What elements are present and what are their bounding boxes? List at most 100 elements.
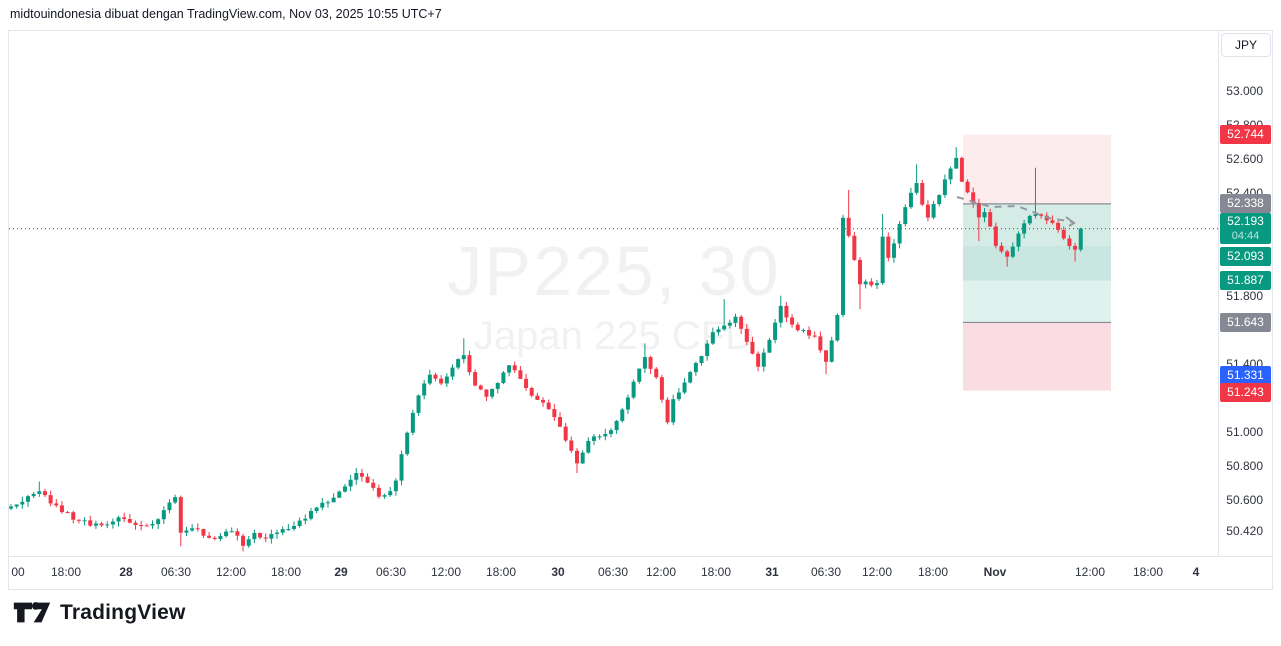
candle-body xyxy=(297,520,302,527)
bar-countdown: 04:44 xyxy=(1231,230,1260,243)
candle-body xyxy=(405,432,410,455)
candle-body xyxy=(258,532,263,538)
candle-body xyxy=(76,519,81,521)
candle-body xyxy=(942,179,947,196)
candle-body xyxy=(105,524,110,526)
time-tick-label: 06:30 xyxy=(375,565,407,579)
candle-body xyxy=(518,370,523,379)
time-axis-labels: 00 18:00 28 06:30 12:00 18:00 29 06:30 12:00 18:0… xyxy=(9,557,1219,590)
candle-body xyxy=(908,192,913,208)
candle-body xyxy=(224,531,229,537)
time-tick-label: 06:30 xyxy=(810,565,842,579)
candle-body xyxy=(201,528,206,536)
candle-body xyxy=(846,217,851,236)
candle-body xyxy=(456,359,461,368)
time-tick-label: 18:00 xyxy=(917,565,949,579)
candle-body xyxy=(308,510,313,519)
time-tick-label: 18:00 xyxy=(50,565,82,579)
candle-body xyxy=(507,365,512,373)
candle-body xyxy=(801,329,806,331)
position-tool-zone[interactable] xyxy=(963,134,1111,204)
candle-body xyxy=(354,473,359,480)
footer-logo[interactable]: TradingView xyxy=(13,600,186,625)
price-tick-label: 52.600 xyxy=(1226,152,1263,167)
tradingview-logo-text: TradingView xyxy=(60,600,186,624)
time-tick-label: 00 xyxy=(11,565,25,579)
candle-body xyxy=(93,523,98,526)
candle-body xyxy=(20,501,25,505)
candle-body xyxy=(65,512,70,514)
position-tool-zone[interactable] xyxy=(963,203,1111,246)
candle-body xyxy=(144,525,149,527)
candle-body xyxy=(178,497,183,533)
currency-button[interactable]: JPY xyxy=(1221,33,1271,57)
candle-body xyxy=(869,281,874,286)
candle-body xyxy=(541,399,546,403)
time-tick-label: 31 xyxy=(765,565,779,579)
position-tool-zone[interactable] xyxy=(963,280,1111,323)
price-level-badge: 51.243 xyxy=(1220,383,1271,403)
candle-body xyxy=(676,392,681,400)
candle-body xyxy=(575,450,579,464)
candle-body xyxy=(410,412,415,433)
time-tick-label: 06:30 xyxy=(160,565,192,579)
price-level-badge: 51.331 xyxy=(1220,366,1271,386)
candle-body xyxy=(552,409,557,418)
candle-body xyxy=(705,343,710,357)
candle-body xyxy=(365,476,370,483)
candle-body xyxy=(82,520,87,522)
candle-body xyxy=(835,314,840,341)
price-axis[interactable]: JPY 53.00052.80052.60052.40051.80051.400… xyxy=(1218,31,1272,556)
candle-body xyxy=(399,454,404,481)
candle-body xyxy=(778,305,783,323)
time-tick-label: 18:00 xyxy=(270,565,302,579)
candle-body xyxy=(784,305,789,318)
candle-body xyxy=(625,397,630,410)
candle-body xyxy=(546,402,551,410)
candle-body xyxy=(795,324,800,331)
candle-body xyxy=(903,207,908,225)
candle-body xyxy=(1005,251,1010,257)
time-tick-label: 18:00 xyxy=(1132,565,1164,579)
position-tool-zone[interactable] xyxy=(963,322,1111,391)
candle-body xyxy=(665,399,670,423)
time-axis[interactable]: 00 18:00 28 06:30 12:00 18:00 29 06:30 12:00 18:0… xyxy=(9,556,1272,589)
candle-body xyxy=(1067,238,1072,246)
candle-body xyxy=(376,487,381,497)
candle-body xyxy=(558,417,563,427)
candle-body xyxy=(156,519,161,525)
candle-body xyxy=(948,168,953,180)
candle-body xyxy=(444,376,449,384)
candle-body xyxy=(433,374,438,379)
price-level-badge: 52.338 xyxy=(1220,194,1271,214)
candle-body xyxy=(359,473,364,477)
candle-body xyxy=(722,325,727,330)
price-level-badge: 52.744 xyxy=(1220,125,1271,145)
candle-body xyxy=(25,496,30,502)
candle-body xyxy=(727,322,732,326)
position-tool-zone[interactable] xyxy=(963,245,1111,281)
candle-body xyxy=(348,479,353,487)
candle-body xyxy=(252,532,257,540)
candle-body xyxy=(682,382,687,393)
time-tick-label: 12:00 xyxy=(861,565,893,579)
candle-body xyxy=(790,317,795,325)
candle-body xyxy=(235,531,240,536)
price-pane[interactable] xyxy=(9,31,1219,557)
candle-body xyxy=(9,506,13,509)
candle-body xyxy=(325,502,330,504)
candle-body xyxy=(1061,229,1066,239)
candle-body xyxy=(110,521,115,525)
candle-body xyxy=(603,433,608,437)
candle-body xyxy=(42,491,47,496)
price-tick-label: 50.800 xyxy=(1226,459,1263,474)
candle-body xyxy=(693,363,698,373)
candle-body xyxy=(280,529,285,533)
candle-body xyxy=(965,181,970,193)
candle-body xyxy=(422,383,427,396)
candle-body xyxy=(999,245,1004,252)
candle-body xyxy=(473,372,478,386)
candle-body xyxy=(993,226,998,246)
time-tick-label: 18:00 xyxy=(485,565,517,579)
candle-body xyxy=(184,530,189,533)
